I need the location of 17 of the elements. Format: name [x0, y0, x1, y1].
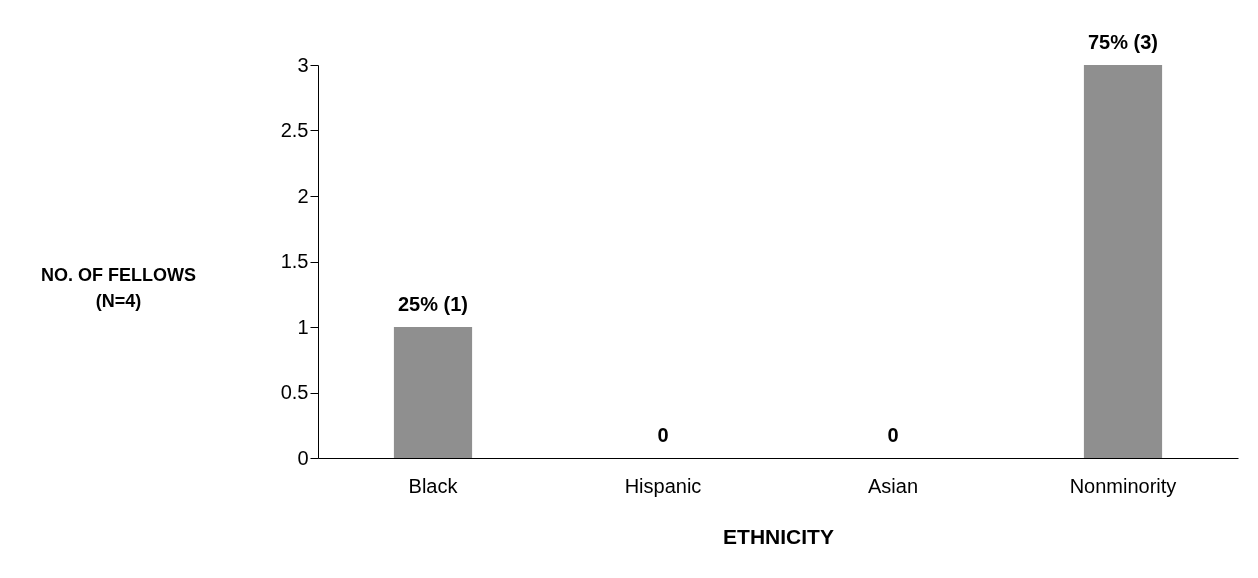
x-tick-label: Nonminority [1069, 474, 1177, 497]
y-tick-label: 2.5 [280, 119, 309, 141]
y-axis-title: NO. OF FELLOWS (N=4) [41, 264, 196, 311]
data-label: 75% (3) [1087, 31, 1159, 53]
y-tick-label: 2 [297, 184, 309, 207]
data-label: 0 [657, 424, 669, 446]
y-tick-label: 0.5 [280, 381, 309, 403]
data-label: 0 [887, 424, 899, 446]
x-axis-title: ETHNICITY [723, 524, 834, 548]
x-tick-label: Black [408, 474, 459, 497]
y-tick-label: 1 [297, 315, 309, 338]
data-label: 25% (1) [397, 293, 469, 315]
y-tick-label: 0 [297, 446, 309, 469]
x-tick-label: Asian [867, 474, 919, 497]
x-tick-label: Hispanic [624, 474, 702, 497]
y-tick-label: 1.5 [280, 250, 309, 272]
y-tick-label: 3 [297, 53, 309, 76]
